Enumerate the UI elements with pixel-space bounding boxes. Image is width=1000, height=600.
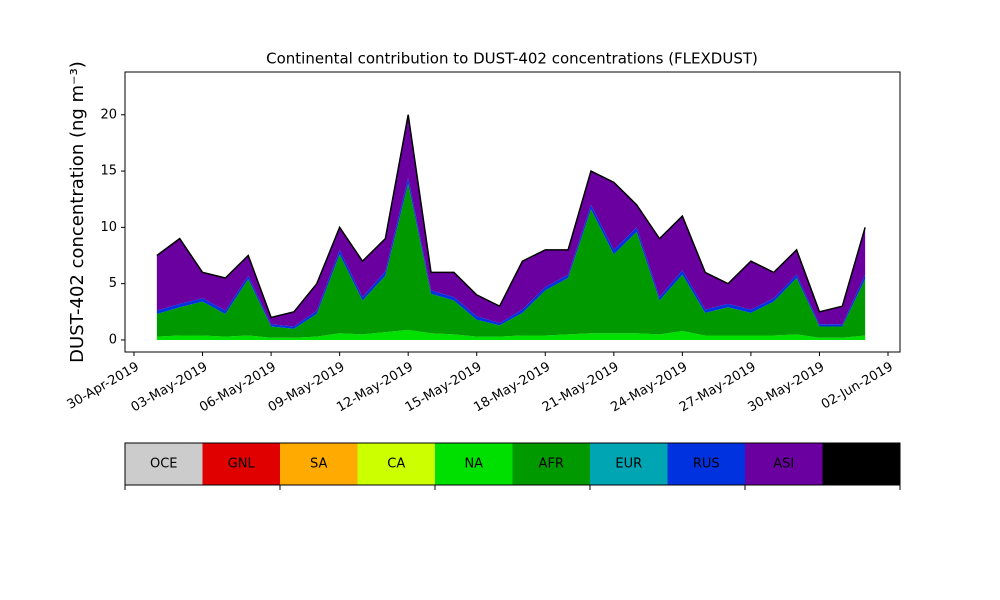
colorbar-cell xyxy=(512,443,590,485)
x-tick-label: 12-May-2019 xyxy=(334,360,416,416)
colorbar-label: NA xyxy=(464,457,483,472)
colorbar-cell xyxy=(435,443,513,485)
x-tick-label: 02-Jun-2019 xyxy=(819,360,896,413)
y-tick-label: 10 xyxy=(100,220,117,235)
colorbar-label: CA xyxy=(387,457,405,472)
total-outline xyxy=(156,114,866,319)
y-tick-label: 0 xyxy=(109,332,117,347)
x-tick-label: 30-May-2019 xyxy=(746,360,828,416)
x-tick-label: 24-May-2019 xyxy=(608,360,690,416)
colorbar-cell xyxy=(357,443,435,485)
colorbar-label: OCE xyxy=(150,457,178,472)
x-tick-label: 27-May-2019 xyxy=(677,360,759,416)
x-tick-label: 03-May-2019 xyxy=(129,360,211,416)
x-tick-label: 18-May-2019 xyxy=(471,360,553,416)
y-tick-label: 20 xyxy=(100,107,117,122)
x-tick-label: 09-May-2019 xyxy=(266,360,348,416)
colorbar-label: AUS xyxy=(848,457,875,472)
colorbar-cell xyxy=(667,443,745,485)
colorbar-label: AFR xyxy=(539,457,564,472)
colorbar-cell xyxy=(590,443,668,485)
colorbar-label: EUR xyxy=(615,457,642,472)
colorbar-cell xyxy=(280,443,358,485)
chart-title: Continental contribution to DUST-402 con… xyxy=(266,50,758,68)
y-axis-label: DUST-402 concentration (ng m⁻³) xyxy=(67,61,88,363)
colorbar-cell xyxy=(745,443,823,485)
x-tick-label: 21-May-2019 xyxy=(540,360,622,416)
colorbar-cell xyxy=(822,443,900,485)
y-tick-label: 5 xyxy=(109,276,117,291)
plot-frame xyxy=(124,71,901,353)
area xyxy=(156,183,866,338)
y-tick-label: 15 xyxy=(100,164,117,179)
colorbar-label: GNL xyxy=(228,457,256,472)
colorbar-cell xyxy=(202,443,280,485)
area xyxy=(156,329,866,340)
colorbar-label: SA xyxy=(310,457,327,472)
x-tick-label: 15-May-2019 xyxy=(403,360,485,416)
colorbar-frame xyxy=(124,442,901,486)
colorbar-cell xyxy=(125,443,203,485)
x-tick-label: 06-May-2019 xyxy=(197,360,279,416)
area xyxy=(156,114,866,327)
colorbar-label: ASI xyxy=(773,457,794,472)
colorbar-label: RUS xyxy=(693,457,720,472)
